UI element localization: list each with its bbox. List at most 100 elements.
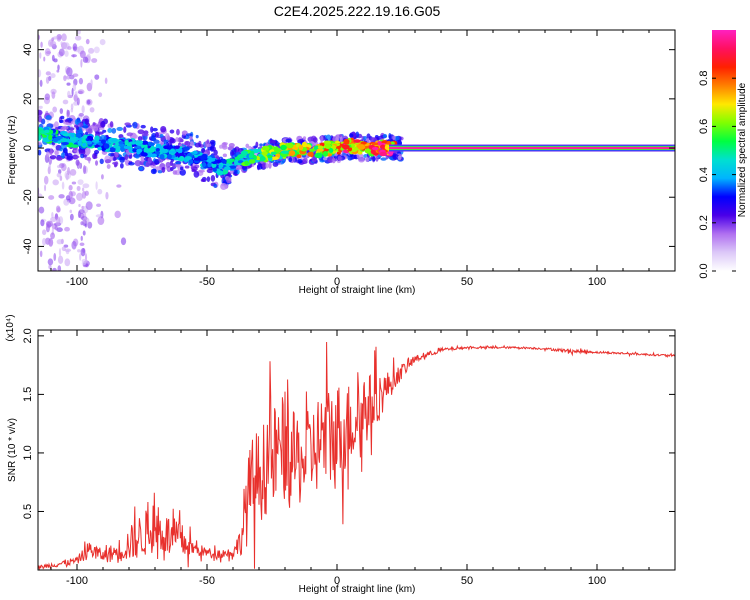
spectrogram-ridge-cell	[97, 146, 102, 151]
spectrogram-cell	[228, 143, 235, 148]
spectrogram-cell	[38, 115, 43, 123]
spectrogram-ridge-cell	[212, 167, 217, 172]
spectrogram-cell	[59, 147, 63, 152]
spectrogram-noise	[56, 69, 60, 73]
spectrogram-frame	[37, 29, 676, 272]
spectrogram-ridge-cell	[192, 150, 198, 155]
spectrogram-noise	[45, 71, 51, 76]
snr-series-line	[37, 341, 676, 571]
spectrogram-cell	[245, 143, 250, 149]
spectrogram-cell	[380, 157, 387, 161]
spectrogram-ridge-cell	[118, 143, 126, 147]
spectrogram-cell	[107, 127, 113, 134]
colorbar-tick-label: 0.2	[698, 215, 710, 230]
spectrogram-cell	[157, 170, 163, 174]
x-tick-label: 0	[334, 276, 340, 288]
spectrogram-ridge-cell	[371, 142, 379, 146]
y-tick-label: 1.0	[22, 445, 34, 460]
spectrogram-cell	[54, 121, 59, 129]
spectrogram-noise	[64, 226, 70, 232]
spectrogram-noise	[52, 36, 59, 40]
spectrogram-cell	[375, 156, 379, 162]
spectrogram-ridge-cell	[296, 154, 302, 159]
spectrogram-noise	[120, 237, 127, 246]
spectrogram-cell	[392, 153, 400, 160]
spectrogram-noise	[61, 33, 67, 42]
spectrogram-ridge-cell	[183, 146, 190, 151]
spectrogram-ridge-cell	[184, 156, 192, 161]
spectrogram-cell	[104, 159, 112, 164]
spectrogram-ridge-cell	[317, 145, 324, 150]
y-tick-label: 40	[22, 44, 34, 56]
spectrogram-cell	[161, 166, 166, 173]
spectrogram-ridge-cell	[161, 148, 169, 154]
spectrogram-cell	[200, 178, 205, 182]
spectrogram-ridge-cell	[271, 156, 279, 161]
spectrogram-ridge-cell	[140, 152, 148, 157]
spectrogram-noise	[58, 169, 62, 174]
spectrogram-ridge-cell	[244, 160, 249, 166]
spectrogram-ridge-cell	[252, 148, 260, 154]
spectrogram-cell	[253, 145, 257, 149]
spectrogram-ridge-cell	[261, 145, 270, 151]
spectrogram-noise	[86, 99, 91, 105]
spectrogram-cell	[382, 133, 388, 139]
spectrogram-cell	[169, 129, 175, 134]
spectrogram-noise	[39, 52, 42, 59]
spectrogram-noise	[87, 47, 95, 54]
spectrogram-noise	[77, 249, 81, 253]
spectrogram-ridge-cell	[42, 134, 47, 138]
spectrogram-noise	[79, 242, 85, 247]
spectrogram-noise	[94, 74, 100, 80]
spectrogram-cell	[150, 168, 157, 175]
spectrogram-cell	[336, 134, 340, 142]
spectrogram-ridge-cell	[372, 152, 379, 156]
spectrogram-ridge-cell	[353, 146, 359, 151]
spectrogram-cell	[275, 143, 280, 147]
spectrogram-noise	[95, 181, 98, 190]
spectrogram-noise	[67, 46, 72, 50]
spectrogram-noise	[106, 164, 111, 169]
spectrogram-ridge-cell	[298, 144, 304, 151]
spectrogram-cell	[313, 137, 318, 143]
spectrogram-cell	[73, 155, 80, 159]
spectrogram-ridge-cell	[60, 138, 68, 142]
spectrogram-noise	[68, 184, 73, 191]
spectrogram-noise	[53, 252, 57, 262]
spectrogram-cell	[92, 126, 99, 132]
spectrogram-noise	[38, 193, 43, 198]
spectrogram-noise	[64, 50, 69, 57]
spectrogram-cell	[38, 141, 42, 146]
spectrogram-noise	[85, 38, 90, 45]
spectrogram-noise	[54, 150, 59, 157]
spectrogram-noise	[52, 106, 58, 113]
spectrogram-noise	[78, 77, 84, 85]
spectrogram-ridge-cell	[288, 150, 296, 156]
spectrogram-noise	[81, 105, 85, 114]
spectrogram-noise	[80, 248, 86, 257]
spectrogram-ridge-cell	[379, 144, 386, 149]
spectrogram-noise	[93, 46, 100, 54]
spectrogram-ridge-cell	[316, 148, 324, 152]
spectrogram-noise	[114, 210, 121, 219]
spectrogram-ridge-cell	[207, 162, 212, 168]
spectrogram-ridge-cell	[372, 146, 379, 151]
spectrogram-noise	[61, 246, 66, 252]
spectrogram-ridge-cell	[163, 145, 169, 150]
spectrogram-cell	[100, 121, 106, 128]
spectrogram-noise	[77, 89, 85, 95]
spectrogram-ridge-cell	[69, 135, 77, 142]
spectrogram-noise	[72, 43, 78, 52]
spectrogram-noise	[69, 209, 73, 214]
spectrogram-noise	[84, 190, 89, 196]
spectrogram-cell	[60, 115, 65, 120]
spectrogram-noise	[74, 35, 82, 41]
y-tick-label: 0	[22, 145, 34, 151]
spectrogram-ridge-cell	[228, 165, 237, 169]
spectrogram-cell	[82, 125, 89, 129]
spectrogram-noise	[40, 219, 45, 227]
spectrogram-noise	[82, 165, 87, 175]
spectrogram-ridge-cell	[248, 153, 253, 159]
spectrogram-noise	[104, 77, 108, 84]
spectrogram-noise	[39, 79, 43, 87]
